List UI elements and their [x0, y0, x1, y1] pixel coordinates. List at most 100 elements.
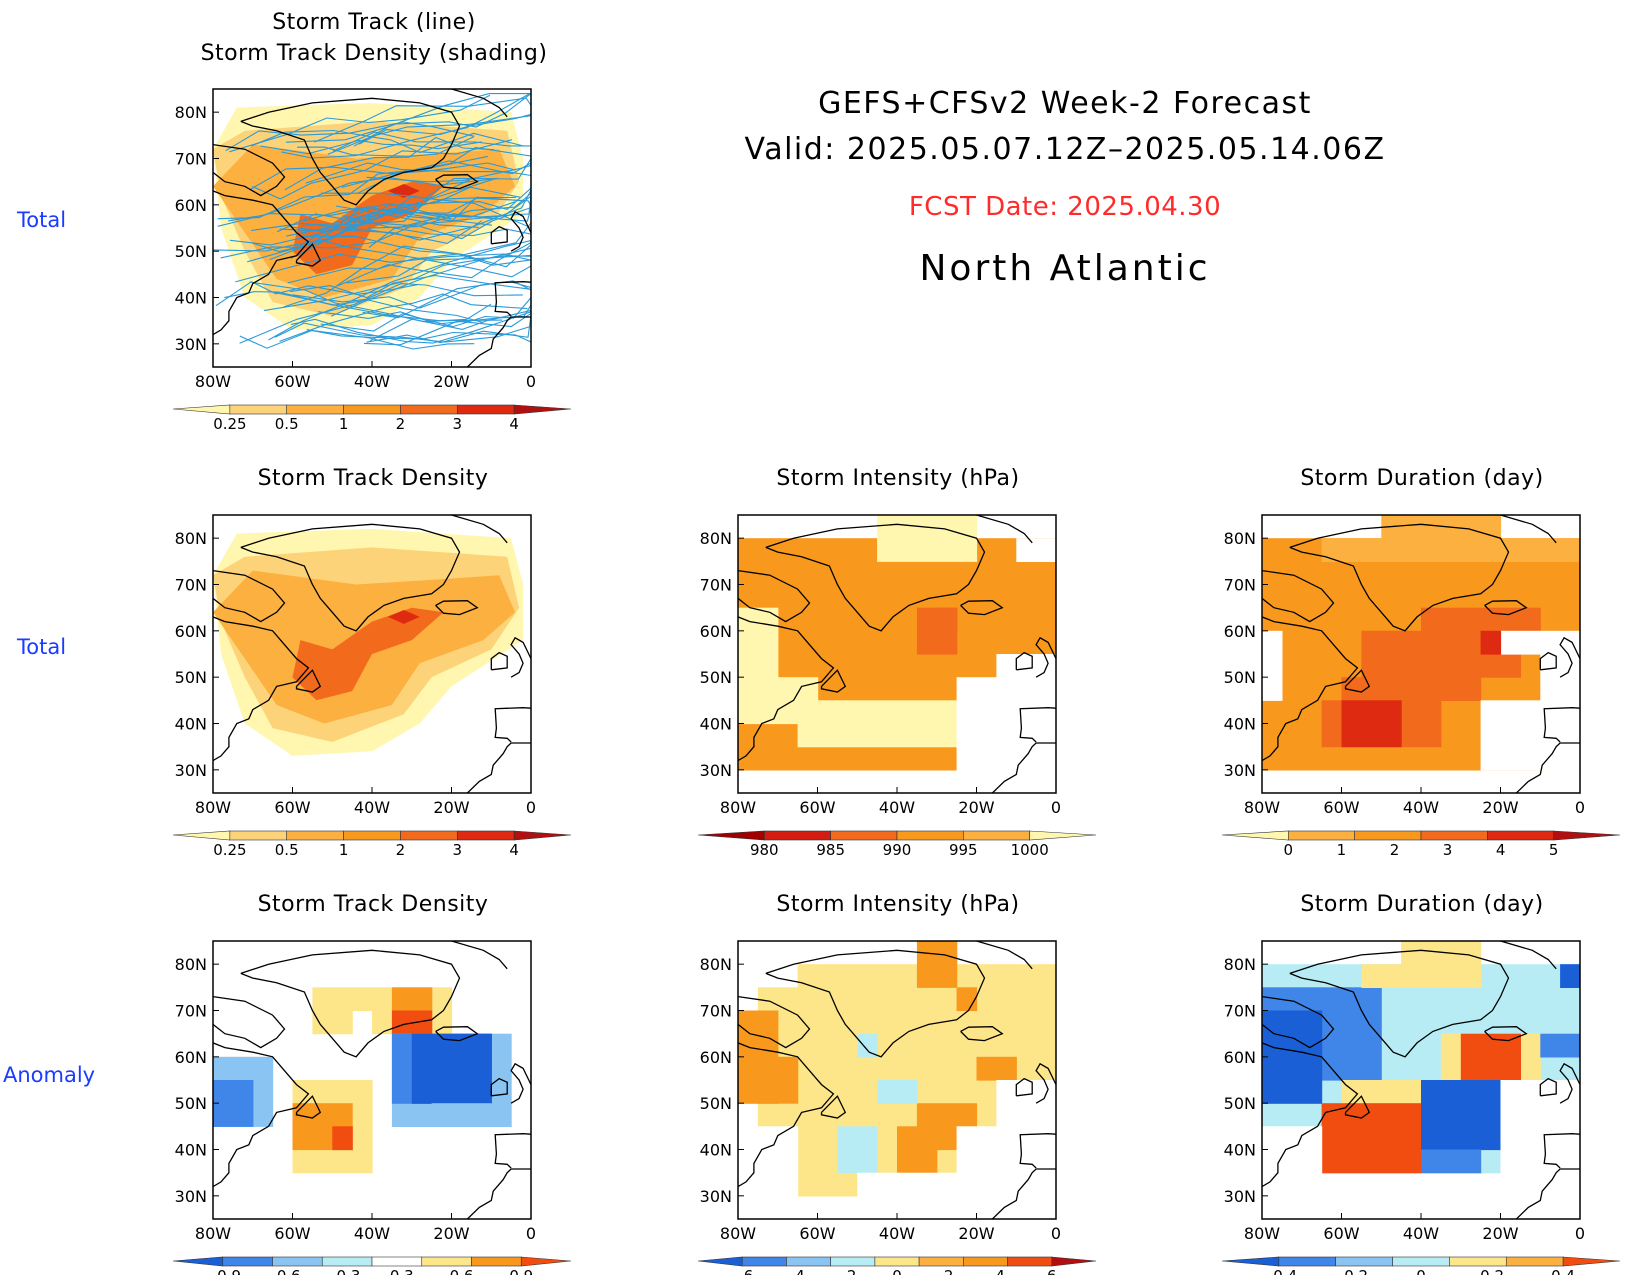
storm-track-line — [224, 291, 503, 322]
panel-title-track-line: Storm Track (line) — [272, 10, 476, 35]
lon-tick-label: 20W — [433, 798, 469, 817]
lon-tick-label: 80W — [1244, 798, 1280, 817]
coastline — [1539, 651, 1557, 671]
coastline — [1539, 1077, 1557, 1097]
lon-tick-label: 60W — [274, 1224, 310, 1243]
colorbar-swatch — [229, 830, 288, 841]
coastline — [976, 941, 1033, 970]
density-shading — [292, 607, 444, 701]
lon-tick-label: 80W — [195, 372, 231, 391]
storm-track-line — [332, 122, 531, 152]
colorbar-density: 0.25 0.5 1 2 3 4 — [172, 830, 572, 859]
coastline — [213, 569, 286, 623]
colorbar-density_anom: −0.9 −0.6 −0.3 0.3 0.6 0.9 — [172, 1256, 572, 1275]
storm-track-line — [239, 283, 523, 344]
colorbar-end — [1221, 1256, 1280, 1267]
coastline — [1500, 515, 1557, 544]
colorbar-duration_anom: −0.4 −0.2 0 0.2 0.4 — [1221, 1256, 1621, 1275]
lat-tick-label: 50N — [175, 242, 207, 261]
coastline — [738, 1042, 835, 1188]
colorbar-label: 985 — [816, 841, 845, 859]
grid-cell — [1341, 700, 1402, 748]
lat-tick-label: 40N — [175, 289, 207, 308]
storm-track-line — [269, 239, 531, 278]
colorbar-end — [1051, 1256, 1097, 1267]
lat-tick-label: 50N — [1224, 668, 1256, 687]
row-label-anomaly: Anomaly — [3, 1063, 96, 1087]
coastline — [820, 1095, 847, 1119]
coastline — [1344, 669, 1371, 693]
coastline — [435, 1026, 479, 1042]
lat-tick-label: 60N — [700, 1048, 732, 1067]
colorbar-swatch — [1288, 830, 1355, 841]
storm-track-line — [301, 235, 531, 268]
colorbar-label: −0.2 — [1332, 1267, 1368, 1275]
storm-track-line — [260, 139, 482, 155]
lon-tick-label: 40W — [1403, 798, 1439, 817]
colorbar-label: −4 — [783, 1267, 805, 1275]
lat-tick-label: 60N — [700, 622, 732, 641]
lon-tick-label: 40W — [354, 798, 390, 817]
lon-tick-label: 80W — [720, 798, 756, 817]
storm-track-line — [367, 168, 531, 229]
colorbar-swatch — [1420, 830, 1488, 841]
grid-cell — [1480, 630, 1502, 655]
lon-tick-label: 80W — [195, 1224, 231, 1243]
colorbar-swatch — [400, 830, 458, 841]
lon-tick-label: 80W — [195, 798, 231, 817]
grid-cell — [897, 1126, 938, 1174]
colorbar-swatch — [1487, 830, 1554, 841]
colorbar-swatch — [896, 830, 964, 841]
grid-cell — [936, 607, 958, 632]
colorbar-label: 4 — [1496, 841, 1506, 859]
grid-cell — [738, 1126, 799, 1197]
colorbar-swatch — [321, 1256, 373, 1267]
storm-track-line — [252, 139, 513, 200]
lat-tick-label: 80N — [700, 955, 732, 974]
coastline — [1543, 1133, 1580, 1169]
coastline — [1035, 636, 1056, 678]
density-shading — [387, 184, 420, 198]
lon-tick-label: 60W — [1323, 798, 1359, 817]
grid-cell — [757, 1056, 799, 1104]
colorbar-label: 0.2 — [1480, 1267, 1504, 1275]
map-panel-density-anom: 80N 70N 60N 50N 40N 30N 80W 60W 40W 20W 0 — [175, 940, 536, 1243]
panel-title-density-total: Storm Track Density — [257, 466, 489, 491]
coastline — [213, 143, 286, 197]
coastline — [820, 669, 847, 693]
lat-tick-label: 40N — [1224, 1141, 1256, 1160]
grid-cell — [857, 1033, 878, 1058]
grid-cell — [956, 987, 978, 1012]
coastline — [1559, 1062, 1580, 1104]
valid-period: Valid: 2025.05.07.12Z–2025.05.14.06Z — [744, 132, 1386, 167]
lat-tick-label: 80N — [175, 955, 207, 974]
coastline — [1015, 651, 1033, 671]
storm-track-line — [356, 139, 531, 194]
colorbar-swatch — [272, 1256, 323, 1267]
colorbar-label: 0.9 — [509, 1267, 533, 1275]
coastline — [765, 523, 986, 632]
grid-cell — [1321, 538, 1580, 562]
coastline — [466, 316, 531, 367]
lon-tick-label: 40W — [879, 798, 915, 817]
colorbar-swatch — [764, 830, 831, 841]
colorbar-swatch — [286, 830, 344, 841]
coastline — [295, 243, 322, 267]
colorbar-label: −2 — [834, 1267, 856, 1275]
storm-track-line — [335, 191, 531, 216]
colorbar-end — [697, 1256, 743, 1267]
lat-tick-label: 50N — [700, 1094, 732, 1113]
coastline — [1289, 523, 1510, 632]
grid-cell — [857, 1172, 997, 1197]
colorbar-label: 0.5 — [275, 841, 299, 859]
storm-track-line — [276, 207, 531, 240]
coastline — [435, 174, 479, 190]
coastline — [451, 515, 508, 544]
colorbar-label: 1 — [339, 415, 349, 433]
colorbar-duration: 0 1 2 3 4 5 — [1221, 830, 1621, 859]
map-panel-track: 80N 70N 60N 50N 40N 30N 80W 60W 40W 20W 0 — [175, 88, 536, 391]
colorbar-swatch — [343, 830, 401, 841]
coastline — [1019, 1133, 1056, 1169]
storm-track-line — [215, 281, 419, 307]
grid-cell — [1321, 1103, 1422, 1174]
